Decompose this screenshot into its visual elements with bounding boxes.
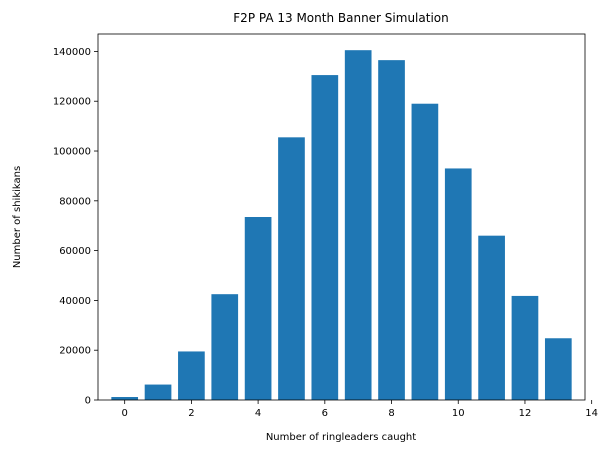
chart-title: F2P PA 13 Month Banner Simulation bbox=[233, 11, 448, 25]
bar-6 bbox=[311, 75, 339, 400]
bar-11 bbox=[478, 235, 505, 400]
y-tick-label-40000: 40000 bbox=[59, 296, 91, 307]
bar-9 bbox=[411, 103, 439, 400]
bar-4 bbox=[244, 217, 272, 400]
y-tick-label-140000: 140000 bbox=[53, 47, 91, 58]
x-axis-label: Number of ringleaders caught bbox=[266, 432, 416, 443]
x-tick-label-2: 2 bbox=[188, 408, 194, 419]
y-tick-label-100000: 100000 bbox=[53, 147, 91, 158]
y-tick-label-80000: 80000 bbox=[59, 196, 91, 207]
x-tick-label-4: 4 bbox=[255, 408, 261, 419]
y-axis: 0 20000 40000 60000 80000 100000 120000 140000 bbox=[53, 47, 98, 407]
y-tick-label-60000: 60000 bbox=[59, 246, 91, 257]
x-tick-label-8: 8 bbox=[388, 408, 394, 419]
bar-8 bbox=[378, 60, 405, 401]
bar-3 bbox=[211, 294, 239, 400]
y-tick-label-120000: 120000 bbox=[53, 97, 91, 108]
bar-7 bbox=[344, 50, 372, 400]
x-tick-label-6: 6 bbox=[322, 408, 328, 419]
x-tick-label-12: 12 bbox=[519, 408, 532, 419]
bar-1 bbox=[144, 384, 172, 400]
x-tick-label-10: 10 bbox=[452, 408, 465, 419]
x-tick-label-0: 0 bbox=[121, 408, 127, 419]
x-axis: 0 2 4 6 8 10 12 14 bbox=[121, 400, 598, 419]
bar-2 bbox=[178, 351, 205, 400]
bar-12 bbox=[511, 295, 539, 400]
y-tick-label-0: 0 bbox=[85, 396, 91, 407]
plot-frame bbox=[97, 33, 586, 401]
bars bbox=[111, 50, 572, 401]
bar-5 bbox=[278, 137, 305, 400]
x-tick-label-14: 14 bbox=[585, 408, 598, 419]
bar-13 bbox=[544, 338, 572, 400]
bar-0 bbox=[111, 397, 139, 400]
y-tick-label-20000: 20000 bbox=[59, 346, 91, 357]
bar-10 bbox=[444, 168, 472, 400]
y-axis-label: Number of shikikans bbox=[12, 166, 23, 268]
